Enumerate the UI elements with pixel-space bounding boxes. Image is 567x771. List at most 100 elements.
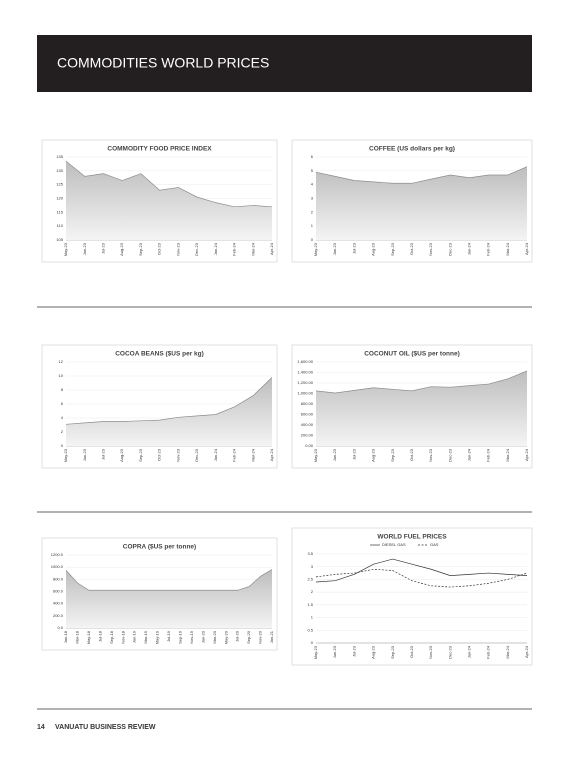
- x-tick-label: Nov-20: [258, 630, 263, 644]
- x-tick-label: Jul-23: [351, 645, 356, 657]
- x-tick-label: Nov-23: [175, 448, 180, 462]
- x-tick-label: Apr-24: [524, 242, 529, 255]
- x-tick-label: Jun-23: [332, 448, 337, 461]
- y-tick-label: 120: [56, 196, 63, 201]
- y-tick-label: 135: [56, 154, 63, 159]
- x-tick-label: Mar-24: [250, 242, 255, 255]
- y-tick-label: 400.00: [301, 422, 314, 427]
- y-tick-label: 200.0: [53, 613, 64, 618]
- area-line: [315, 166, 528, 184]
- x-tick-label: Feb-24: [486, 242, 491, 255]
- x-tick-label: Nov-23: [428, 448, 433, 462]
- area-fill: [66, 569, 272, 628]
- x-tick-label: May-19: [155, 630, 160, 644]
- x-tick-label: Jan-24: [213, 242, 218, 255]
- x-tick-label: May-18: [86, 630, 91, 644]
- legend-label: DIESEL GAS: [382, 542, 406, 547]
- y-tick-label: 110: [57, 223, 64, 228]
- x-tick-label: Sep-23: [138, 448, 143, 462]
- y-tick-label: 0.5: [307, 627, 313, 632]
- x-tick-label: May-23: [313, 448, 318, 462]
- x-tick-label: Dec-23: [447, 242, 452, 256]
- y-tick-label: 1.5: [307, 602, 313, 607]
- x-tick-label: Jul-23: [101, 448, 106, 460]
- y-tick-label: 2.5: [307, 576, 313, 581]
- x-tick-label: Feb-24: [232, 448, 237, 461]
- x-tick-label: Jan-24: [213, 448, 218, 461]
- x-tick-label: Feb-24: [232, 242, 237, 255]
- x-tick-label: May-23: [63, 242, 68, 256]
- y-tick-label: 3.5: [307, 551, 313, 556]
- y-tick-label: 400.0: [53, 601, 64, 606]
- x-tick-label: May-23: [63, 448, 68, 462]
- x-tick-label: Aug-23: [371, 242, 376, 256]
- x-tick-label: Oct-23: [157, 242, 162, 255]
- x-tick-label: Jul-23: [351, 448, 356, 460]
- x-tick-label: May-23: [313, 645, 318, 659]
- chart-title: COCONUT OIL ($US per tonne): [364, 351, 460, 358]
- x-tick-label: Jul-19: [166, 630, 171, 642]
- x-tick-label: Sep-23: [390, 645, 395, 659]
- y-tick-label: 0.0: [57, 625, 63, 630]
- x-tick-label: Apr-24: [524, 448, 529, 461]
- y-tick-label: 6: [61, 401, 64, 406]
- y-tick-label: 600.00: [301, 412, 314, 417]
- area-line: [65, 377, 273, 425]
- y-tick-label: 1,600.00: [297, 359, 313, 364]
- x-tick-label: Jul-20: [235, 630, 240, 642]
- x-tick-label: Aug-23: [371, 448, 376, 462]
- x-tick-label: Sep-19: [178, 630, 183, 644]
- y-tick-label: 1,400.00: [297, 370, 313, 375]
- x-tick-label: Oct-23: [409, 242, 414, 255]
- chart-panel: [291, 527, 533, 666]
- x-tick-label: Jun-23: [332, 242, 337, 255]
- x-tick-label: Nov-23: [175, 242, 180, 256]
- y-tick-label: 105: [56, 237, 63, 242]
- x-tick-label: Jul-18: [97, 630, 102, 642]
- x-tick-label: Jan-19: [132, 630, 137, 643]
- y-tick-label: 125: [56, 182, 63, 187]
- y-tick-label: 1: [311, 223, 314, 228]
- y-tick-label: 6: [311, 154, 314, 159]
- x-tick-label: Dec-23: [194, 242, 199, 256]
- y-tick-label: 1200.0: [51, 552, 64, 557]
- x-tick-label: Oct-23: [157, 448, 162, 461]
- x-tick-label: Aug-23: [119, 448, 124, 462]
- x-tick-label: Jul-23: [101, 242, 106, 254]
- y-tick-label: 0: [311, 640, 314, 645]
- x-tick-label: Mar-24: [250, 448, 255, 461]
- y-tick-label: 2: [311, 209, 314, 214]
- y-tick-label: 12: [59, 359, 64, 364]
- x-tick-label: Aug-23: [371, 645, 376, 659]
- chart-title: COCOA BEANS ($US per kg): [115, 351, 204, 358]
- y-tick-label: 600.0: [53, 589, 64, 594]
- area-line: [65, 569, 273, 591]
- x-tick-label: Mar-18: [75, 630, 80, 643]
- y-tick-label: 1: [311, 615, 314, 620]
- x-tick-label: Sep-18: [109, 630, 114, 644]
- x-tick-label: Feb-24: [486, 645, 491, 658]
- x-tick-label: Sep-23: [138, 242, 143, 256]
- x-tick-label: Dec-23: [194, 448, 199, 462]
- y-tick-label: 3: [311, 196, 314, 201]
- x-tick-label: Jan-18: [63, 630, 68, 643]
- publication: VANUATU BUSINESS REVIEW: [55, 724, 156, 731]
- area-fill: [316, 370, 527, 446]
- x-tick-label: Apr-24: [269, 448, 274, 461]
- chart-title: COFFEE (US dollars per kg): [369, 146, 455, 153]
- x-tick-label: Oct-23: [409, 645, 414, 658]
- area-line: [315, 370, 528, 394]
- y-tick-label: 4: [311, 182, 314, 187]
- x-tick-label: Mar-24: [505, 448, 510, 461]
- y-tick-label: 5: [311, 168, 314, 173]
- page-number: 14: [37, 724, 45, 731]
- legend-label: GAS: [430, 542, 439, 547]
- y-tick-label: 800.00: [301, 401, 314, 406]
- y-tick-label: 10: [59, 373, 64, 378]
- x-tick-label: Nov-19: [189, 630, 194, 644]
- area-fill: [66, 161, 272, 240]
- y-tick-label: 3: [311, 564, 314, 569]
- y-tick-label: 0: [61, 443, 64, 448]
- y-tick-label: 200.00: [301, 433, 314, 438]
- y-tick-label: 2: [61, 429, 64, 434]
